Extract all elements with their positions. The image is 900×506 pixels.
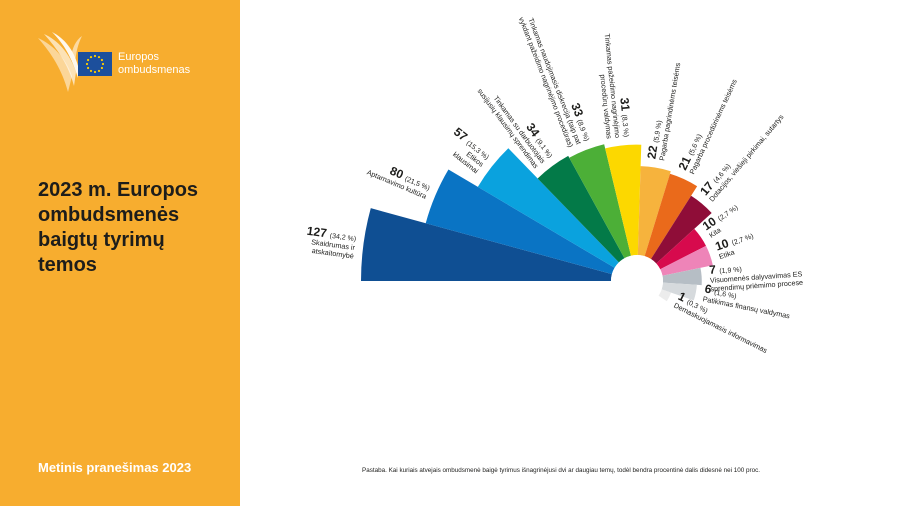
slice-percent: (2,7 %) xyxy=(717,204,740,223)
eu-star-icon xyxy=(93,70,97,74)
slice-value: 127 xyxy=(306,224,331,241)
eu-star-icon xyxy=(85,62,89,66)
eu-star-icon xyxy=(100,58,104,62)
chart-wedge xyxy=(477,148,619,268)
chart-data-label: 22 (5,9 %)Pagarba pagrindinėms teisėms xyxy=(644,62,682,162)
slice-value-label: 31 (8,3 %) xyxy=(617,97,635,137)
slice-value: 31 xyxy=(617,97,633,115)
chart-wedge xyxy=(361,208,612,281)
eu-star-icon xyxy=(93,54,97,58)
chart-wedge xyxy=(644,173,698,260)
chart-data-label: 21 (5,6 %)Pagarba procedūrinėms teisėms xyxy=(676,77,739,175)
chart-data-label: 10 (2,7 %)Kita xyxy=(700,204,740,239)
feather-swoosh-icon xyxy=(38,32,82,92)
slice-percent: (1,6 %) xyxy=(714,289,737,300)
slice-percent: (8,3 %) xyxy=(620,114,629,137)
eu-star-icon xyxy=(100,66,104,70)
chart-wedge xyxy=(650,195,712,264)
chart-wedge xyxy=(658,289,672,302)
chart-data-label: 80 (21,5 %)Aptarnavimo kultūra xyxy=(366,164,431,201)
eu-star-icon xyxy=(97,55,101,59)
slice-value-label: 6 (1,6 %) xyxy=(703,282,738,302)
chart-wedge xyxy=(660,245,713,276)
logo-text: Europos ombudsmenas xyxy=(118,51,190,77)
slice-value: 33 xyxy=(568,101,587,122)
chart-wedge xyxy=(637,166,671,257)
polar-area-chart: 127 (34,2 %)Skaidrumas iratskaitomybė80 … xyxy=(306,16,804,355)
slice-category-label: Pagarba pagrindinėms teisėms xyxy=(657,62,682,162)
slice-value-label: 22 (5,9 %) xyxy=(644,119,664,160)
sidebar: Europos ombudsmenas 2023 m. Europos ombu… xyxy=(0,0,240,506)
page-title: 2023 m. Europos ombudsmenės baigtų tyrim… xyxy=(38,179,199,276)
chart-data-label: 17 (4,6 %)Dotacijos, viešieji pirkimai, … xyxy=(697,112,786,203)
slice-percent: (2,7 %) xyxy=(731,233,755,247)
slice-percent: (5,9 %) xyxy=(653,120,664,143)
slice-category-label: Pagarba procedūrinėms teisėms xyxy=(687,77,739,175)
slice-value: 6 xyxy=(703,282,716,298)
eu-star-icon xyxy=(86,66,90,70)
slice-value: 21 xyxy=(676,151,696,172)
logo-line-1: Europos xyxy=(118,51,159,63)
eu-flag-icon xyxy=(78,52,112,76)
chart-data-label: 7 (1,9 %)Visuomenės dalyvavimas ESsprend… xyxy=(709,261,804,293)
chart-footnote: Pastaba. Kai kuriais atvejais ombudsmenė… xyxy=(362,467,760,474)
slice-value-label: 127 (34,2 %) xyxy=(306,224,357,245)
slice-value: 7 xyxy=(709,262,720,277)
chart-wedge xyxy=(569,144,631,259)
eu-star-icon xyxy=(97,69,101,73)
ombudsman-logo xyxy=(38,32,112,92)
chart-data-label: 31 (8,3 %)Tinkamas pažeidimo nagrinėjimo… xyxy=(598,33,635,139)
slice-value: 10 xyxy=(713,235,733,254)
chart-center-hole xyxy=(611,255,663,307)
slice-value: 22 xyxy=(644,141,661,160)
slice-category-label: Dotacijos, viešieji pirkimai, sutartys xyxy=(707,112,786,203)
eu-star-icon xyxy=(101,62,105,66)
slice-percent: (1,9 %) xyxy=(719,267,742,276)
logo-line-2: ombudsmenas xyxy=(118,64,191,76)
eu-star-icon xyxy=(86,58,90,62)
chart-wedge xyxy=(661,282,697,301)
report-footer: Metinis pranešimas 2023 xyxy=(38,460,192,475)
chart-wedge xyxy=(662,267,702,286)
slice-category-label: Patikimas finansų valdymas xyxy=(702,294,791,320)
slice-value: 80 xyxy=(388,164,409,183)
chart-wedge xyxy=(605,144,642,256)
slice-value-label: 7 (1,9 %) xyxy=(709,261,742,277)
eu-star-icon xyxy=(89,55,93,59)
slice-percent: (34,2 %) xyxy=(329,233,356,243)
chart-wedge xyxy=(537,155,625,263)
chart-wedge xyxy=(425,169,615,275)
chart-wedge xyxy=(656,228,707,270)
eu-star-icon xyxy=(89,69,93,73)
